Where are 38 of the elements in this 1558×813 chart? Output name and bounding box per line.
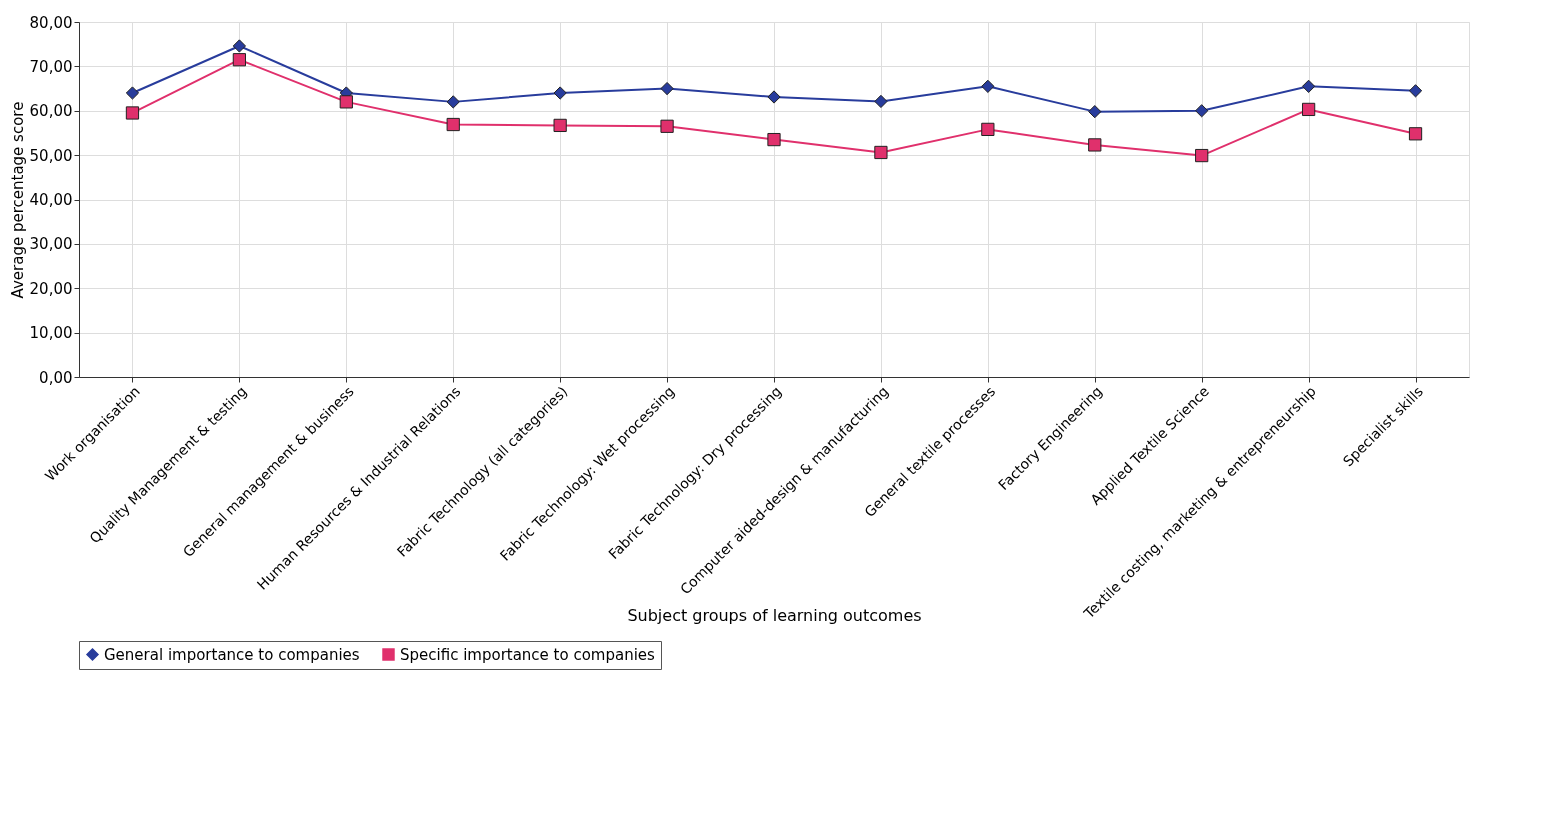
point [1408, 127, 1423, 141]
point [339, 95, 353, 109]
point [232, 53, 247, 67]
point [1301, 102, 1316, 117]
point [874, 145, 888, 160]
y-tick-label: 0,00 [39, 368, 73, 387]
point [446, 117, 460, 132]
point [125, 86, 140, 100]
point [874, 94, 888, 109]
point [125, 106, 140, 120]
point [1195, 104, 1209, 118]
x-axis-title: Subject groups of learning outcomes [627, 605, 922, 625]
point [1301, 79, 1316, 93]
point [767, 132, 781, 147]
legend-label: Specific importance to companies [400, 645, 656, 664]
point [232, 39, 247, 53]
point [660, 119, 674, 133]
point [446, 95, 460, 109]
point [553, 86, 567, 100]
y-tick-label: 40,00 [29, 191, 73, 209]
y-tick-label: 50,00 [29, 146, 73, 165]
point [1088, 138, 1102, 152]
point [660, 81, 674, 96]
point [1408, 84, 1423, 98]
point [1088, 105, 1102, 119]
y-tick-label: 80,00 [29, 13, 73, 32]
point [981, 79, 995, 93]
point [1195, 148, 1209, 163]
point [981, 122, 995, 137]
y-tick-label: 60,00 [29, 102, 73, 121]
y-tick-label: 30,00 [29, 235, 73, 254]
y-axis-title: Average percentage score [8, 101, 27, 299]
y-tick-label: 10,00 [29, 324, 73, 343]
y-tick-label: 20,00 [29, 279, 73, 298]
point [767, 90, 781, 104]
point [553, 118, 567, 133]
y-tick-label: 70,00 [29, 57, 73, 76]
legend-label: General importance to companies [104, 645, 360, 664]
